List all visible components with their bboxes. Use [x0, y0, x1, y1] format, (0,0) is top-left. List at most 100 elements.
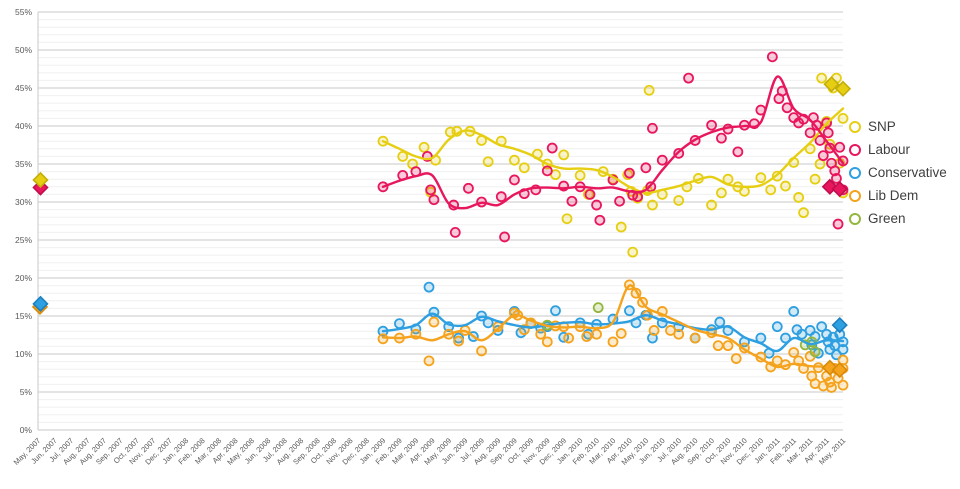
- poll-point: [730, 353, 742, 364]
- poll-point: [449, 226, 461, 238]
- election-result-marker: [831, 316, 848, 334]
- poll-point: [673, 195, 685, 206]
- poll-point: [535, 328, 547, 340]
- election-result-marker: [32, 295, 49, 312]
- poll-point: [425, 184, 437, 196]
- poll-point: [809, 173, 821, 185]
- poll-point: [541, 165, 553, 177]
- poll-point: [541, 336, 553, 348]
- trend-line: [381, 75, 845, 210]
- poll-point: [817, 150, 829, 162]
- y-tick-label: 20%: [15, 273, 32, 283]
- poll-point: [550, 305, 561, 317]
- poll-point: [640, 162, 652, 174]
- legend-item-lib-dem: Lib Dem: [849, 184, 947, 207]
- y-tick-label: 10%: [15, 349, 32, 359]
- poll-point: [809, 331, 821, 342]
- poll-point: [423, 281, 435, 293]
- legend-label: Green: [868, 210, 906, 226]
- poll-point: [509, 174, 520, 186]
- poll-point: [428, 194, 440, 206]
- poll-point: [837, 379, 849, 391]
- poll-point: [780, 332, 791, 344]
- poll-point: [624, 305, 635, 317]
- poll-point: [714, 316, 726, 328]
- poll-point: [482, 156, 494, 168]
- poll-point: [594, 214, 606, 226]
- poll-point: [509, 154, 520, 166]
- poll-point: [755, 172, 767, 184]
- poll-point: [834, 141, 846, 153]
- legend: SNP Labour Conservative Lib Dem Green: [849, 115, 947, 230]
- poll-point: [397, 150, 409, 162]
- legend-item-labour: Labour: [849, 138, 947, 161]
- trend-line: [381, 284, 845, 373]
- poll-point: [793, 192, 805, 203]
- y-tick-label: 30%: [15, 197, 32, 207]
- poll-point: [706, 119, 717, 131]
- trend-line: [381, 107, 845, 195]
- poll-point: [614, 195, 625, 207]
- y-tick-label: 25%: [15, 235, 32, 245]
- poll-point: [780, 180, 791, 192]
- legend-marker-icon: [849, 212, 861, 225]
- poll-point: [831, 173, 842, 184]
- y-tick-label: 45%: [15, 83, 32, 93]
- poll-point: [591, 328, 602, 340]
- poll-point: [615, 221, 627, 233]
- poll-point: [418, 141, 430, 153]
- poll-point: [689, 332, 701, 344]
- poll-point: [814, 135, 826, 146]
- poll-point: [706, 199, 717, 211]
- poll-point: [647, 199, 658, 211]
- gridlines: [37, 11, 843, 431]
- poll-point: [822, 127, 834, 139]
- poll-point: [798, 207, 809, 219]
- poll-point: [428, 316, 440, 328]
- poll-point: [377, 333, 389, 345]
- poll-point: [615, 328, 627, 339]
- poll-point: [712, 340, 724, 352]
- poll-point: [832, 218, 844, 230]
- poll-point: [648, 325, 660, 336]
- poll-point: [673, 328, 685, 340]
- legend-label: Conservative: [868, 164, 947, 180]
- poll-point: [566, 195, 578, 207]
- poll-point: [558, 149, 570, 161]
- poll-point: [809, 346, 821, 358]
- poll-point: [826, 382, 837, 393]
- series-snp-results: [32, 76, 852, 189]
- series-snp-trend: [381, 107, 845, 195]
- y-tick-label: 40%: [15, 121, 32, 131]
- poll-point: [647, 122, 658, 134]
- poll-point: [804, 127, 816, 139]
- election-result-marker: [831, 180, 848, 198]
- y-tick-label: 0%: [20, 425, 33, 435]
- y-tick-label: 50%: [15, 45, 32, 55]
- poll-point: [837, 354, 849, 366]
- y-axis-labels: 0% 5% 10% 15% 20% 25% 30% 35% 40% 45% 50% 55%: [15, 7, 32, 435]
- poll-point: [423, 355, 435, 367]
- poll-point: [495, 191, 507, 203]
- legend-label: Labour: [868, 141, 911, 157]
- series-lib-dem-trend: [381, 284, 845, 373]
- y-tick-label: 55%: [15, 7, 32, 17]
- poll-point: [643, 84, 655, 96]
- legend-item-snp: SNP: [849, 115, 947, 138]
- y-tick-label: 15%: [15, 311, 32, 321]
- poll-point: [476, 345, 487, 357]
- legend-marker-icon: [849, 120, 861, 133]
- poll-point: [546, 142, 558, 154]
- poll-point: [518, 162, 530, 174]
- poll-point: [683, 72, 694, 84]
- poll-point: [453, 332, 464, 344]
- poll-point: [732, 146, 744, 158]
- poll-point: [716, 187, 727, 199]
- poll-point: [632, 191, 644, 203]
- poll-point: [561, 213, 573, 225]
- legend-marker-icon: [849, 189, 861, 202]
- poll-point: [781, 102, 793, 114]
- series-conservative-results: [32, 295, 848, 334]
